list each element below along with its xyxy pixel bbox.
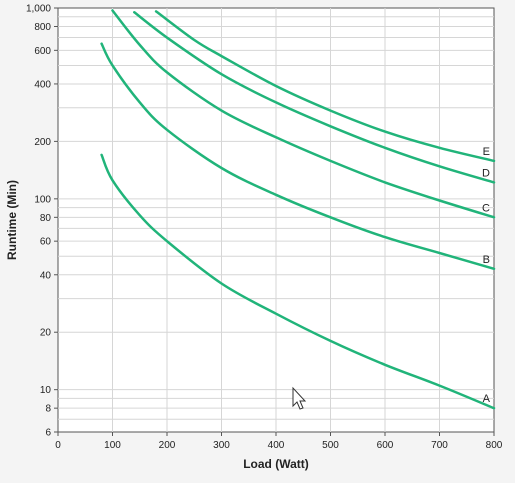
x-tick-label: 400 (268, 440, 285, 451)
y-tick-label: 400 (34, 79, 51, 90)
series-line-c (111, 9, 496, 219)
series-layer (100, 9, 496, 410)
x-tick-label: 300 (213, 440, 230, 451)
series-line-a (100, 153, 496, 410)
x-tick-label: 100 (104, 440, 121, 451)
x-tick-label: 500 (322, 440, 339, 451)
y-tick-label: 60 (40, 237, 52, 248)
y-axis-label: Runtime (Min) (5, 180, 19, 260)
y-tick-label: 10 (40, 385, 52, 396)
y-tick-label: 8 (45, 404, 51, 415)
series-label-b: B (483, 254, 490, 266)
y-tick-label: 40 (40, 270, 52, 281)
y-tick-label: 1,000 (26, 4, 51, 15)
x-tick-label: 200 (159, 440, 176, 451)
series-label-e: E (483, 146, 490, 158)
series-line-e (154, 10, 496, 163)
x-tick-label: 700 (431, 440, 448, 451)
grid-layer (58, 8, 494, 432)
series-label-c: C (482, 202, 490, 214)
x-tick-label: 600 (377, 440, 394, 451)
y-tick-label: 200 (34, 137, 51, 148)
y-tick-label: 80 (40, 213, 52, 224)
series-label-a: A (483, 393, 491, 405)
mouse-cursor-icon (292, 386, 307, 410)
x-axis-label: Load (Watt) (243, 457, 309, 471)
x-tick-label: 0 (55, 440, 61, 451)
y-tick-label: 6 (45, 428, 51, 439)
series-line-d (133, 11, 496, 184)
series-label-layer: A B C DE (482, 146, 491, 405)
tick-layer: 0 100 200 300 400 500 600 700 800 6 8 10 20 40 60 80 100… (26, 4, 503, 452)
x-tick-label: 800 (486, 440, 503, 451)
y-tick-label: 600 (34, 46, 51, 57)
y-tick-label: 20 (40, 328, 52, 339)
y-tick-label: 100 (34, 194, 51, 205)
series-label-d: D (482, 167, 490, 179)
series-line-b (100, 42, 496, 271)
y-tick-label: 800 (34, 22, 51, 33)
